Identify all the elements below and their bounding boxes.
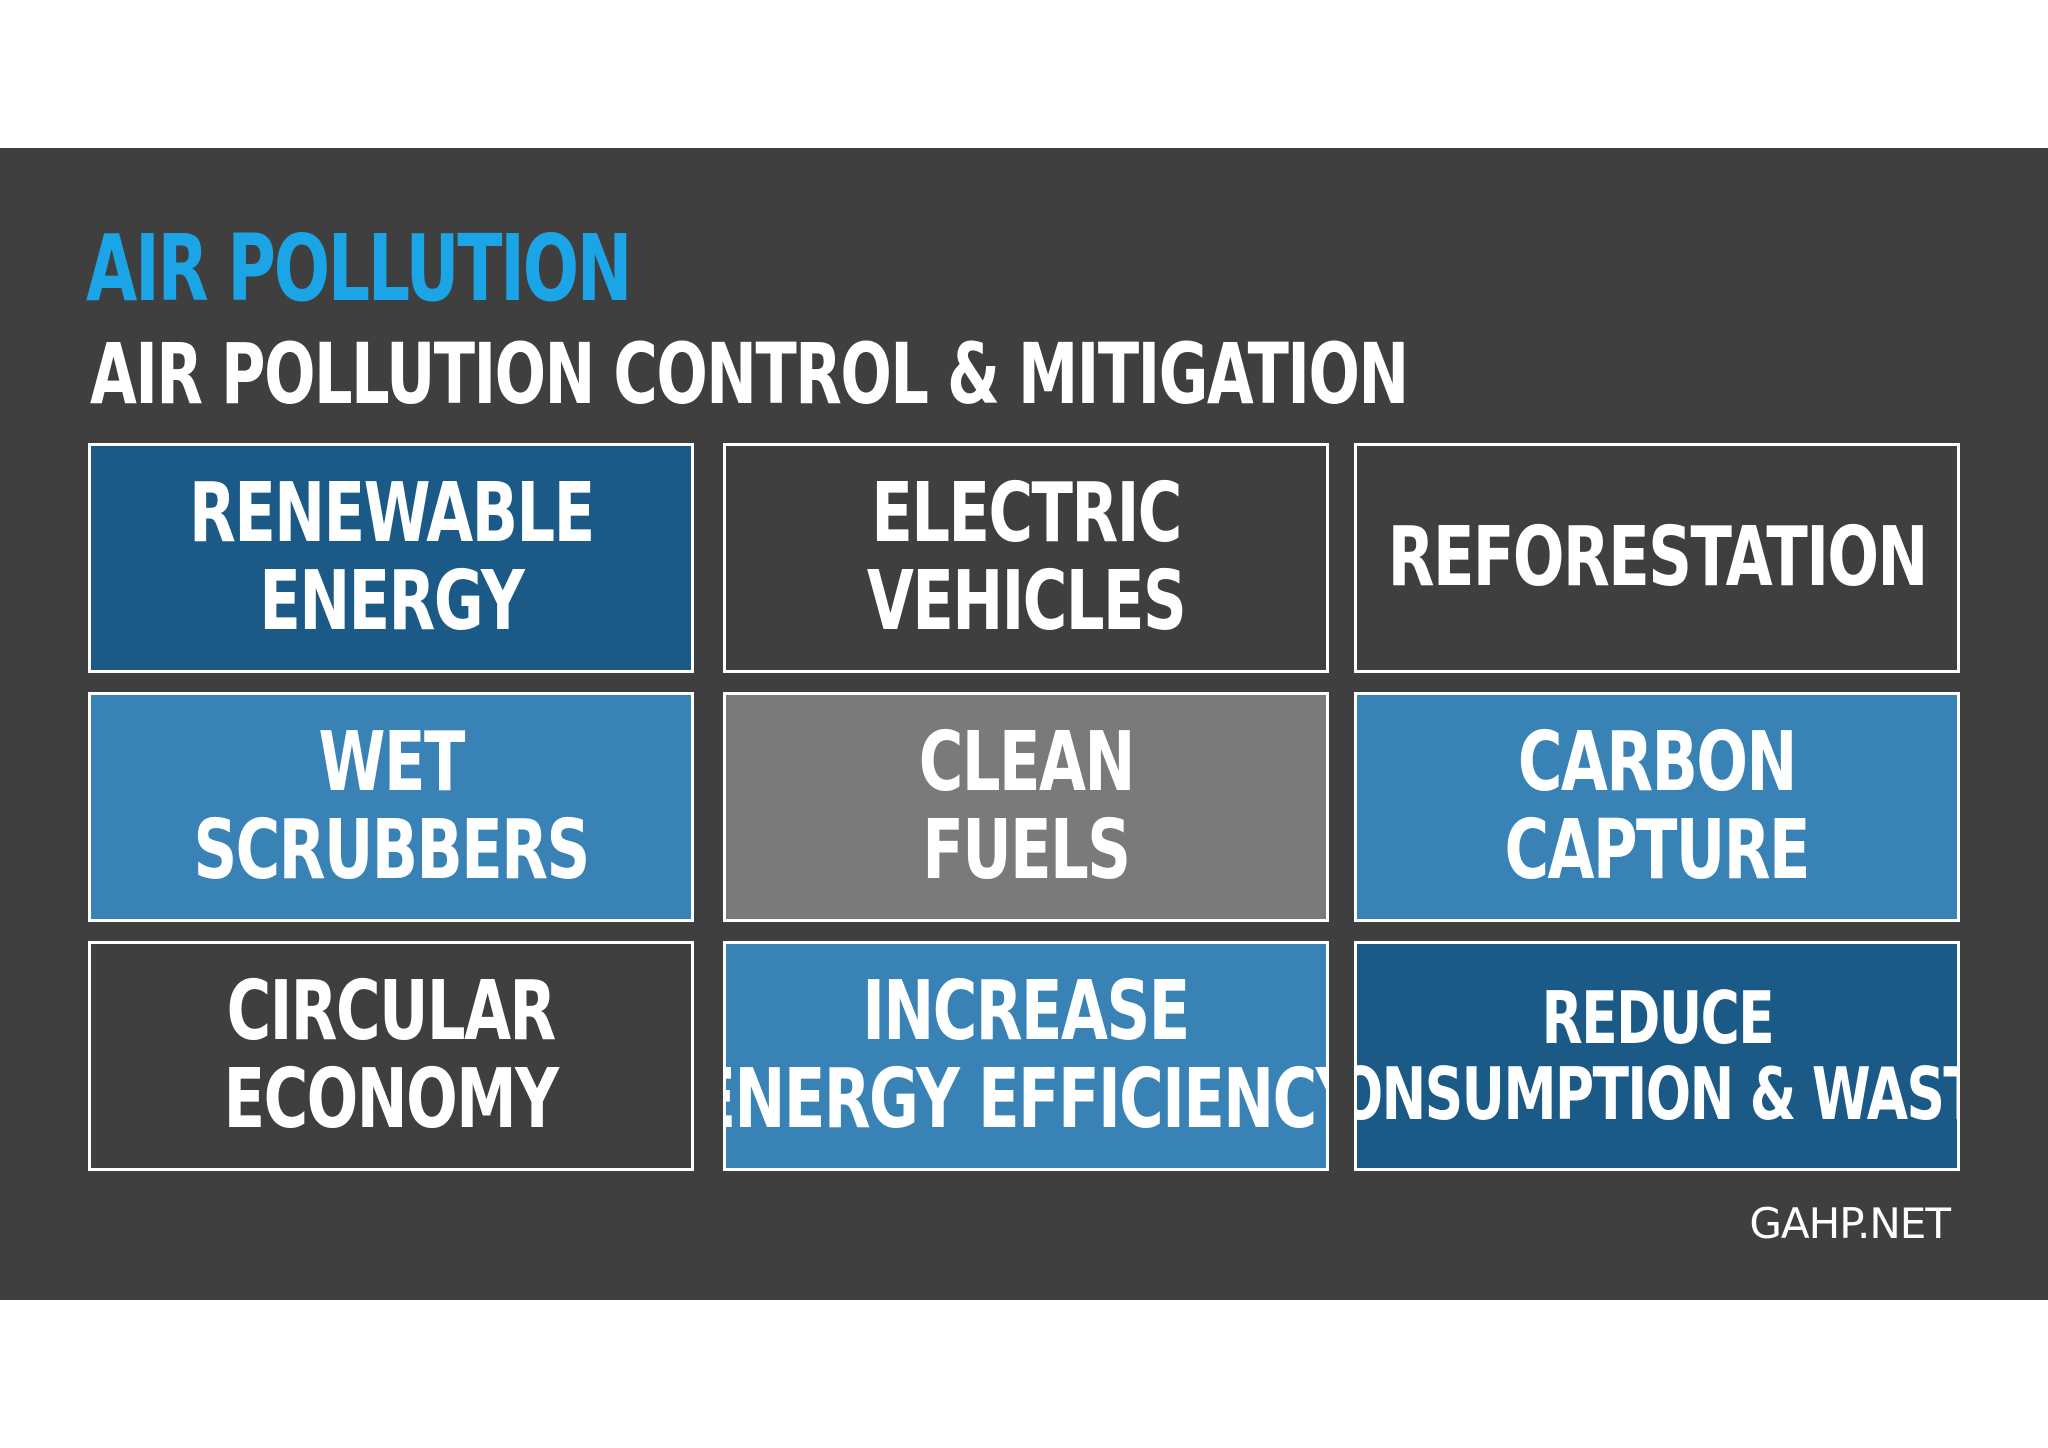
card-line: WET: [318, 715, 465, 810]
card-circular-economy: CIRCULAR ECONOMY: [88, 941, 694, 1171]
card-reduce-consumption-waste: REDUCE CONSUMPTION & WASTE: [1354, 941, 1960, 1171]
card-line: CIRCULAR: [226, 964, 557, 1059]
card-line: CAPTURE: [1504, 803, 1811, 898]
card-line: ENERGY: [259, 554, 524, 649]
card-reforestation: REFORESTATION: [1354, 443, 1960, 673]
page-title: AIR POLLUTION: [86, 215, 632, 322]
card-line: VEHICLES: [866, 554, 1187, 649]
card-line: ENERGY EFFICIENCY: [723, 1052, 1329, 1147]
card-line: CARBON: [1518, 715, 1797, 810]
mitigation-grid: RENEWABLE ENERGY ELECTRIC VEHICLES REFOR…: [88, 443, 1960, 1171]
card-clean-fuels: CLEAN FUELS: [723, 692, 1329, 922]
card-increase-energy-efficiency: INCREASE ENERGY EFFICIENCY: [723, 941, 1329, 1171]
card-line: INCREASE: [862, 964, 1191, 1059]
card-carbon-capture: CARBON CAPTURE: [1354, 692, 1960, 922]
card-line: FUELS: [922, 803, 1131, 898]
card-wet-scrubbers: WET SCRUBBERS: [88, 692, 694, 922]
card-electric-vehicles: ELECTRIC VEHICLES: [723, 443, 1329, 673]
source-credit: GAHP.NET: [1749, 1199, 1951, 1248]
card-line: ECONOMY: [224, 1052, 559, 1147]
card-line: RENEWABLE: [188, 466, 595, 561]
card-line: ELECTRIC: [871, 466, 1182, 561]
card-line: SCRUBBERS: [193, 803, 590, 898]
card-line: CONSUMPTION & WASTE: [1357, 1052, 1957, 1136]
page-subtitle: AIR POLLUTION CONTROL & MITIGATION: [90, 325, 1409, 423]
card-line: CLEAN: [918, 715, 1134, 810]
card-line: REDUCE: [1541, 976, 1774, 1060]
card-line: REFORESTATION: [1387, 510, 1928, 605]
card-renewable-energy: RENEWABLE ENERGY: [88, 443, 694, 673]
